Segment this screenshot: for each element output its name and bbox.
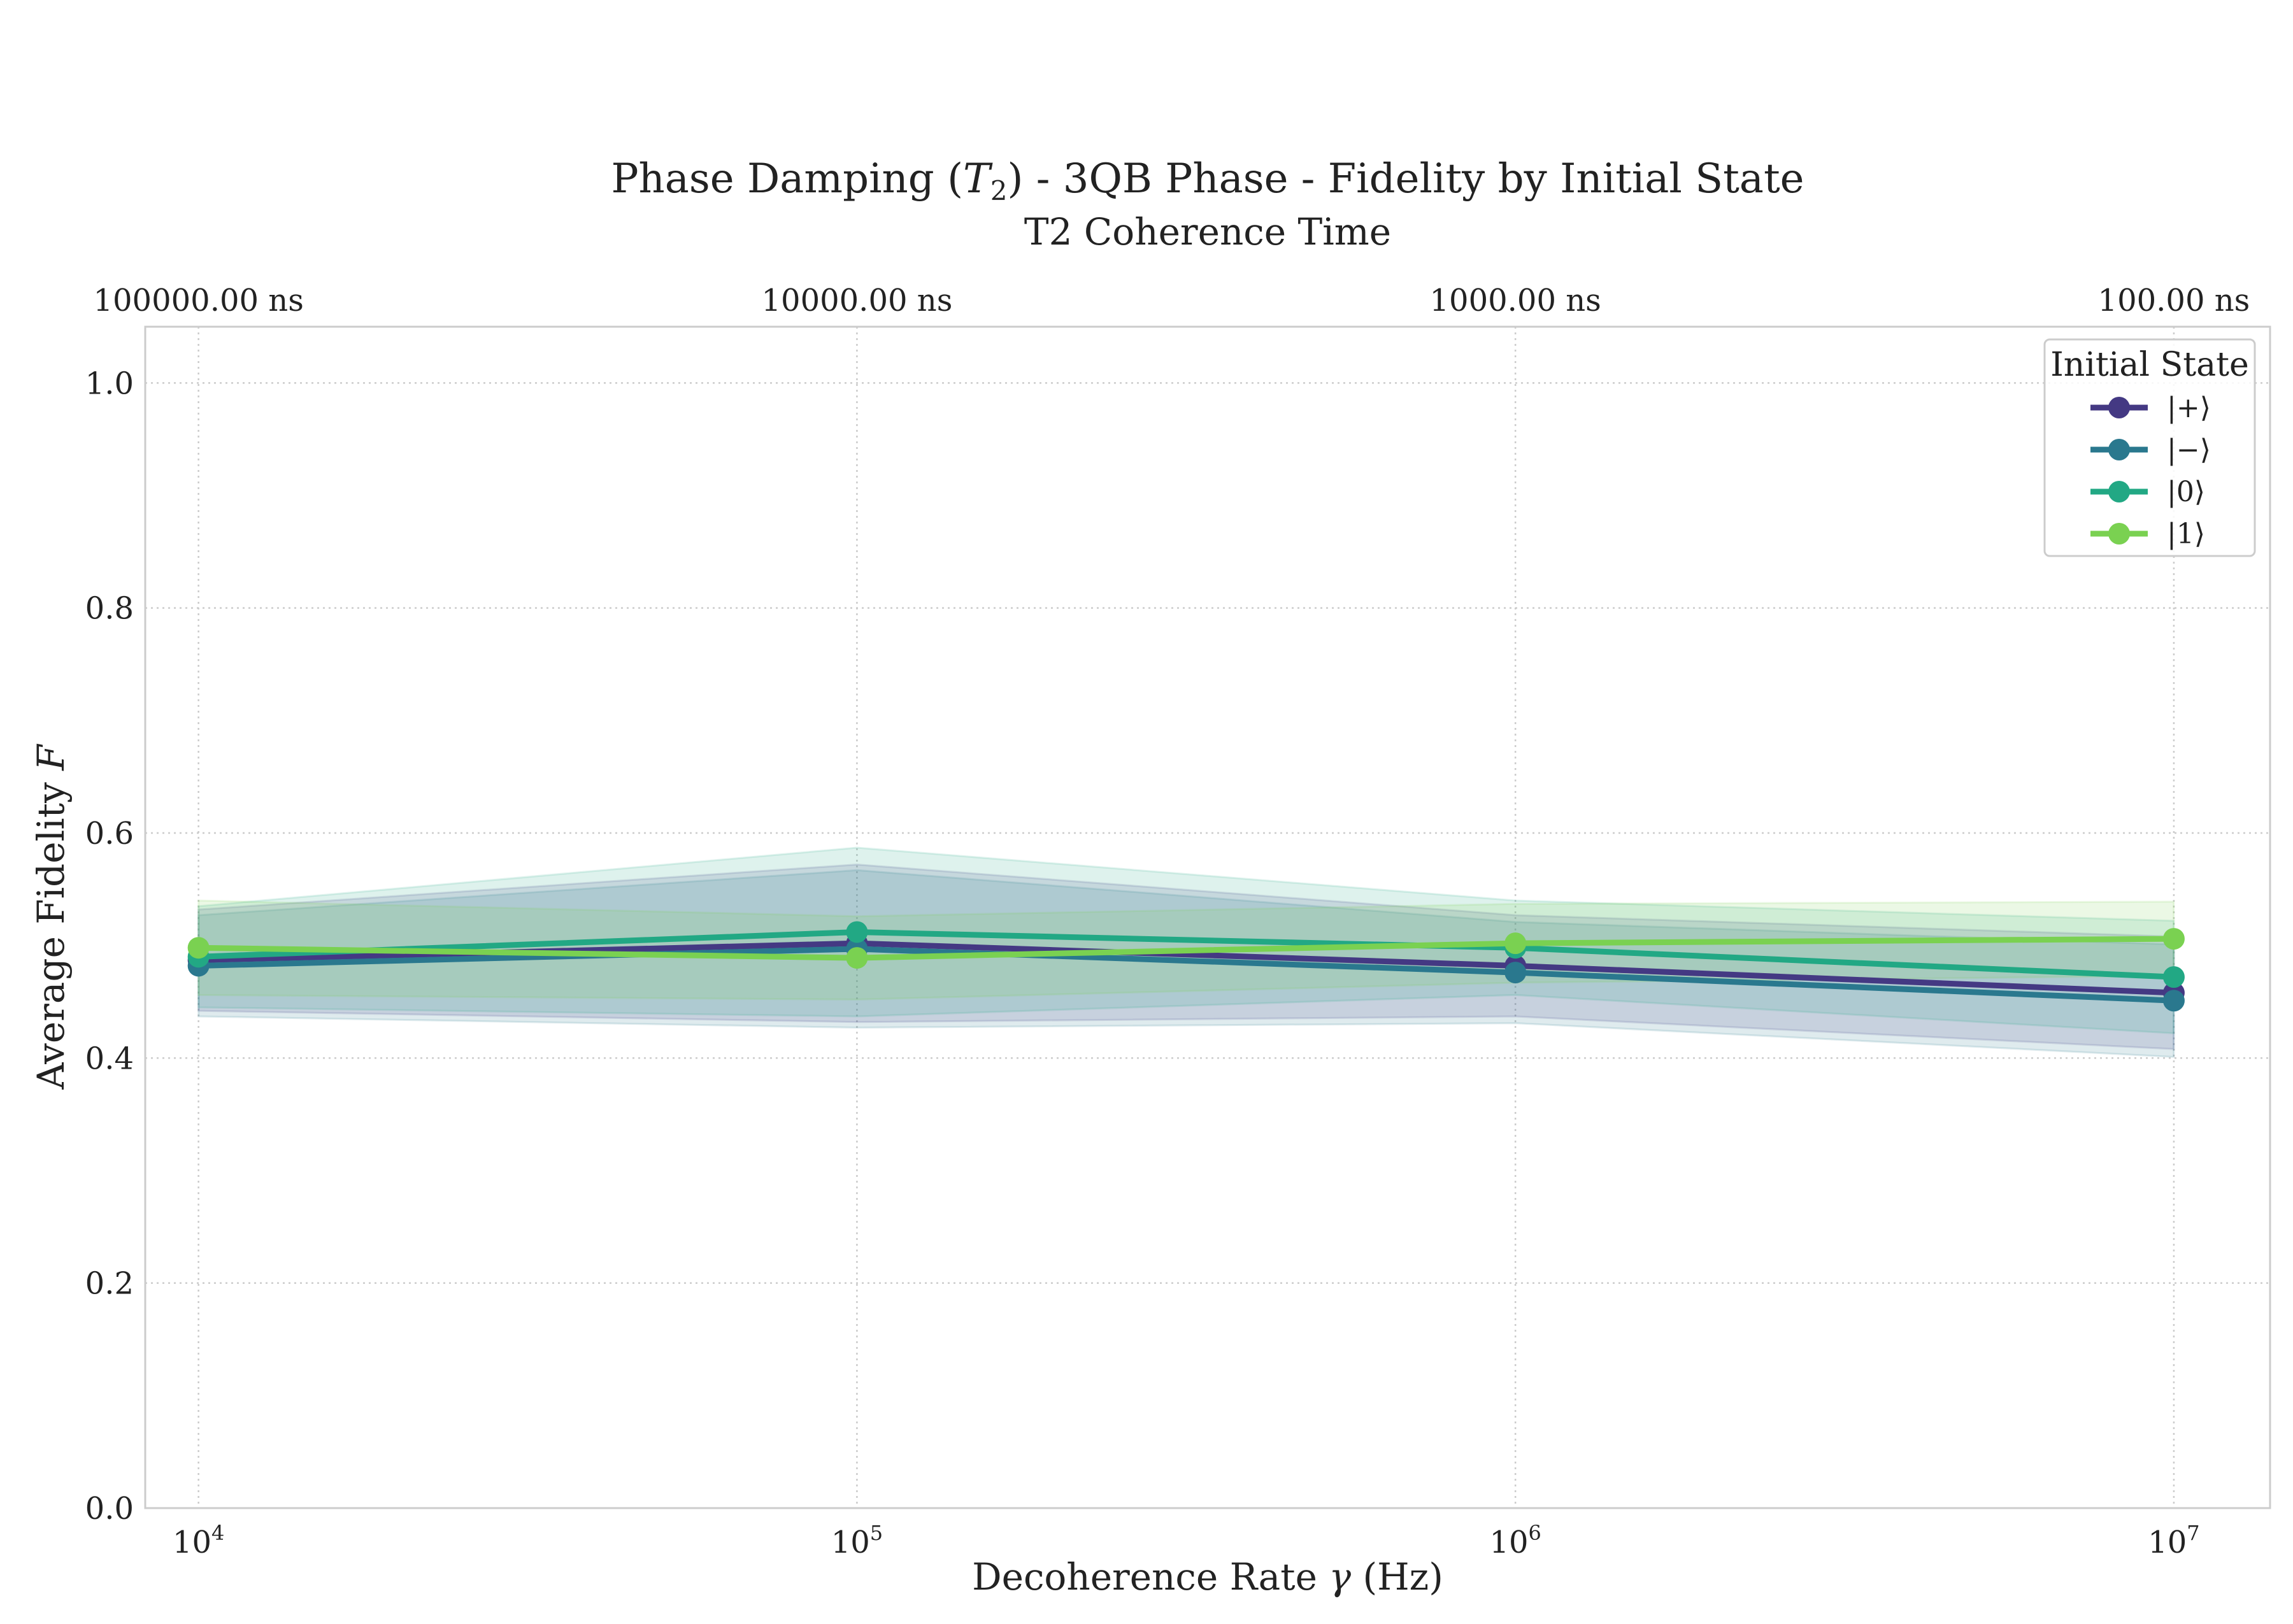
top-tick-labels: 100000.00 ns 10000.00 ns 1000.00 ns 100.00 … <box>93 283 2250 318</box>
x-tick-labels: 104 105 106 107 <box>173 1521 2200 1560</box>
y-tick-label: 0.8 <box>85 591 134 627</box>
secondary-axis-title: T2 Coherence Time <box>1024 210 1391 253</box>
y-tick-label: 0.4 <box>85 1041 134 1076</box>
y-tick-label: 1.0 <box>85 366 134 401</box>
legend-marker <box>2108 439 2130 460</box>
y-axis-label: Average Fidelity F <box>29 744 73 1090</box>
series-line-2 <box>198 929 2175 980</box>
plot-frame <box>144 325 2271 1509</box>
legend-label: |−⟩ <box>2167 434 2211 466</box>
data-point <box>2162 928 2185 950</box>
series-lines <box>187 921 2185 1012</box>
y-tick-label: 0.6 <box>85 816 134 851</box>
x-tick-label: 107 <box>2148 1521 2199 1560</box>
y-tick-labels: 0.0 0.2 0.4 0.6 0.8 1.0 <box>85 366 134 1527</box>
x-axis-label: Decoherence Rate γ (Hz) <box>972 1555 1443 1599</box>
legend-entry: |0⟩ <box>2090 476 2205 508</box>
legend-entry: |+⟩ <box>2090 392 2211 424</box>
data-point <box>1504 962 1527 984</box>
data-point <box>2162 990 2185 1012</box>
legend-title: Initial State <box>2050 346 2249 384</box>
top-tick-label: 10000.00 ns <box>761 283 952 318</box>
chart-title: Phase Damping (T2) - 3QB Phase - Fidelit… <box>611 155 1804 206</box>
legend-box <box>2043 338 2256 557</box>
series-line-1 <box>198 946 2175 1004</box>
legend-marker <box>2108 481 2130 502</box>
data-point <box>2162 966 2185 988</box>
legend: Initial State |+⟩ |−⟩ |0⟩ |1⟩ <box>2043 338 2256 557</box>
data-point <box>1504 932 1527 955</box>
x-tick-label: 105 <box>831 1521 883 1560</box>
data-point <box>846 947 868 969</box>
legend-entry: |−⟩ <box>2090 434 2211 466</box>
data-point <box>846 921 868 943</box>
legend-label: |0⟩ <box>2167 476 2205 508</box>
data-point <box>187 937 210 959</box>
y-tick-label: 0.2 <box>85 1266 134 1302</box>
top-tick-label: 100.00 ns <box>2098 283 2250 318</box>
legend-entries: |+⟩ |−⟩ |0⟩ |1⟩ <box>2090 392 2211 550</box>
series-line-3 <box>198 936 2174 961</box>
legend-marker <box>2108 397 2130 418</box>
legend-marker <box>2108 523 2130 545</box>
legend-label: |+⟩ <box>2167 392 2211 424</box>
x-tick-label: 106 <box>1489 1521 1541 1560</box>
y-tick-label: 0.0 <box>85 1491 134 1527</box>
top-tick-label: 100000.00 ns <box>93 283 303 318</box>
legend-label: |1⟩ <box>2167 518 2205 550</box>
top-tick-label: 1000.00 ns <box>1430 283 1601 318</box>
legend-entry: |1⟩ <box>2090 518 2205 550</box>
x-tick-label: 104 <box>173 1521 224 1560</box>
